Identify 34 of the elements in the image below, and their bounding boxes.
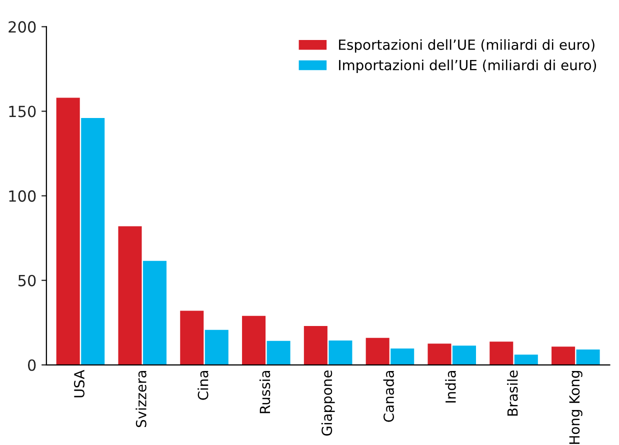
bar — [514, 354, 538, 365]
bar — [452, 346, 476, 365]
y-tick-label: 150 — [9, 106, 36, 118]
bar — [204, 330, 228, 365]
bar — [142, 260, 167, 365]
x-tick-label: Cina — [198, 371, 208, 400]
y-tick-label: 100 — [9, 190, 36, 202]
x-tick-label: Canada — [383, 371, 394, 422]
bar — [304, 326, 328, 365]
x-tick-label: India — [445, 371, 456, 402]
bar — [390, 348, 414, 365]
x-tick-label: Russia — [259, 371, 270, 414]
x-tick-label: USA — [74, 370, 84, 398]
bar — [366, 338, 390, 365]
bar — [428, 344, 452, 365]
bar — [118, 226, 142, 365]
x-tick-label: Brasile — [507, 370, 518, 416]
bar — [328, 340, 352, 365]
bar — [81, 118, 105, 365]
x-tick-label: Hong Kong — [569, 371, 582, 444]
y-tick-label: 200 — [8, 21, 36, 33]
legend-label: Esportazioni dell’UE (miliardi di euro) — [339, 39, 594, 53]
bar — [56, 98, 80, 365]
x-tick-label: Svizzera — [136, 371, 146, 428]
y-tick-label: 0 — [28, 359, 36, 371]
y-tick-label: 50 — [18, 274, 36, 286]
bar — [180, 310, 204, 365]
x-tick-label: Giappone — [321, 370, 335, 436]
bar — [266, 340, 290, 365]
bar — [490, 342, 514, 365]
bar — [552, 346, 576, 365]
legend-label: Importazioni dell’UE (miliardi di euro) — [339, 60, 596, 74]
bar — [576, 350, 600, 365]
bar — [242, 316, 266, 365]
